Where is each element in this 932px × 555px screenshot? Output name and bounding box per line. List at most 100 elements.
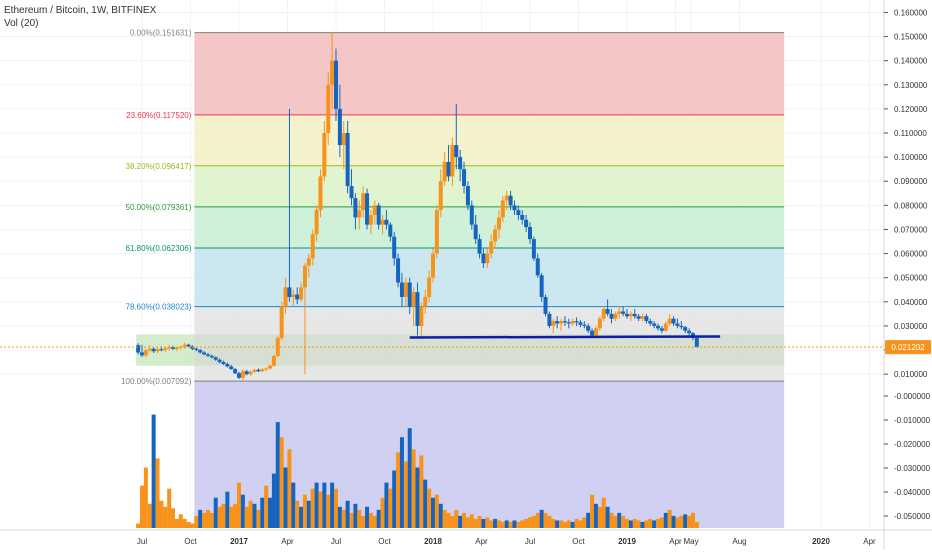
volume-bar [337,506,342,528]
candle-body [434,210,439,254]
volume-bar [174,518,179,528]
candle-body [380,219,385,225]
price-tick-label: 0.040000 [894,298,928,307]
volume-bar [345,500,350,528]
volume-bar [431,497,435,528]
fib-zone [194,165,785,207]
volume-bar [419,455,424,528]
candle-body [442,161,447,182]
volume-bar [341,509,346,528]
volume-bar [392,470,397,528]
volume-bar [361,515,366,528]
volume-tick-label: -0.010000 [894,416,931,425]
fib-label: 38.20%(0.096417) [126,162,192,171]
volume-bar [516,521,521,528]
price-tick-label: 0.150000 [894,33,928,42]
fib-label: 50.00%(0.079361) [126,203,192,212]
volume-bar [368,512,373,528]
candle-body [337,108,342,146]
candle-body [194,348,199,351]
candle-body [516,210,521,215]
volume-bar [291,482,296,528]
price-tick-label: 0.010000 [894,370,928,379]
volume-bar [159,500,164,528]
candle-body [376,205,381,225]
chart-title: Ethereum / Bitcoin, 1W, BITFINEX [4,5,157,16]
volume-bar [434,494,439,528]
candle-body [574,321,579,323]
candle-body [136,345,141,353]
candle-body [322,133,327,177]
candle-body [349,186,354,199]
volume-bar [147,503,152,528]
volume-bar [644,520,649,528]
candle-body [512,205,517,211]
candle-body [372,205,377,215]
candle-body [248,371,253,375]
current-price-tag-label: 0.021202 [891,343,925,352]
time-tick-label: 2020 [812,537,830,546]
support-trendline [409,335,721,339]
volume-bar [512,520,517,528]
candle-body [656,325,661,329]
volume-bar [458,515,463,528]
volume-bar [593,503,598,528]
candle-body [450,145,455,177]
candle-body [213,357,218,360]
volume-bar [450,515,455,528]
candle-body [671,318,676,324]
candle-body [326,84,331,134]
candle-body [543,296,548,314]
candle-body [399,282,404,297]
volume-bar [178,514,183,528]
volume-tick-label: -0.040000 [894,488,931,497]
volume-bar [155,458,160,528]
candle-body [500,200,505,218]
candle-body [489,241,494,254]
volume-bar [446,512,451,528]
volume-bar [500,521,505,528]
candle-body [481,253,486,264]
candle-body [171,347,176,349]
volume-bar [609,512,614,528]
volume-bar [640,521,645,528]
range-highlight [194,334,785,366]
volume-bar [508,521,513,528]
volume-bar [652,520,657,528]
time-tick-label: Apr [863,537,876,546]
volume-bar [365,506,370,528]
time-tick-label: Aug [732,537,746,546]
volume-bar [396,452,401,528]
candle-body [334,60,338,109]
candle-body [644,316,649,322]
volume-bar [244,506,249,528]
candle-body [264,368,269,370]
volume-bar [194,515,199,528]
volume-bar [683,514,688,528]
candle-body [302,265,307,288]
candle-body [679,325,684,328]
price-tick-label: 0.070000 [894,225,928,234]
volume-bar [543,512,548,528]
volume-bar [334,488,338,528]
candle-body [205,354,210,356]
volume-bar [663,512,668,528]
volume-bar [299,506,304,528]
candle-body [465,186,470,206]
volume-bar [493,518,498,528]
fib-label: 0.00%(0.151631) [130,29,192,38]
volume-bar [687,515,692,528]
candle-body [209,355,214,358]
volume-bar [675,517,680,528]
candle-body [528,227,532,240]
candle-body [694,337,699,348]
volume-bar [217,506,222,528]
volume-bar [136,523,141,528]
candle-body [659,328,664,331]
volume-bar [477,515,482,528]
volume-bar [248,500,253,528]
candle-body [454,145,459,158]
candle-body [299,287,304,300]
volume-bar [380,497,385,528]
